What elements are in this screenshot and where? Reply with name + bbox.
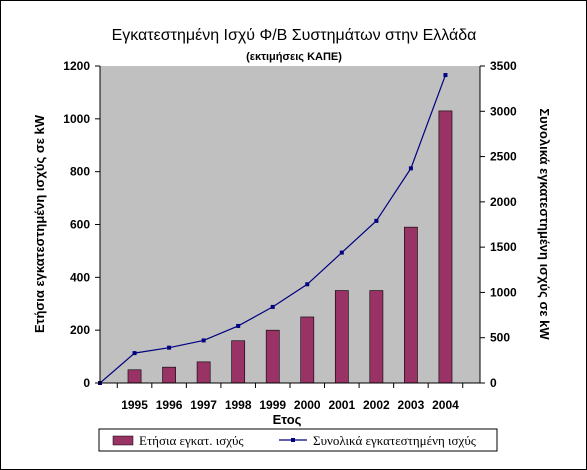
- bar-1995: [127, 369, 142, 384]
- right-tick-label: 500: [490, 331, 510, 345]
- line-point-1995: [132, 351, 137, 356]
- x-tick-label: 1997: [190, 398, 217, 412]
- bar-2002: [369, 290, 384, 384]
- right-tick-label: 3000: [490, 104, 517, 118]
- x-tick-label: 2001: [328, 398, 355, 412]
- left-tick-label: 600: [70, 218, 90, 232]
- left-axis-title: Ετήσια εγκατεστημένη ισχύς σε kW: [32, 114, 47, 333]
- bar-1999: [265, 329, 280, 384]
- x-tick-label: 2004: [432, 398, 459, 412]
- right-tick-label: 2500: [490, 150, 517, 164]
- x-tick-label: 1996: [156, 398, 183, 412]
- bar-series: [127, 110, 453, 384]
- axes: [95, 65, 485, 388]
- legend-swatch-bars: [112, 435, 134, 446]
- left-tick-label: 200: [70, 323, 90, 337]
- x-tick-label: 2002: [363, 398, 390, 412]
- bar-1997: [196, 361, 211, 384]
- line-point-2002: [374, 218, 379, 223]
- left-tick-label: 800: [70, 165, 90, 179]
- x-tick-label: 2000: [294, 398, 321, 412]
- x-axis-title: Ετος: [273, 412, 302, 427]
- legend-marker-line: [291, 438, 295, 442]
- x-tick-label: 1995: [121, 398, 148, 412]
- legend-label-line: Συνολικά εγκατεστημένη ισχύς: [313, 433, 477, 448]
- line-point-2003: [408, 166, 413, 171]
- line-point-2004: [443, 73, 448, 78]
- x-tick-label: 1998: [225, 398, 252, 412]
- bar-2004: [438, 110, 453, 384]
- left-tick-label: 0: [83, 376, 90, 390]
- x-tick-label: 2003: [398, 398, 425, 412]
- bar-1998: [231, 340, 246, 384]
- left-tick-label: 1200: [63, 59, 90, 73]
- right-tick-label: 0: [490, 376, 497, 390]
- chart-subtitle: (εκτιμήσεις ΚΑΠΕ): [246, 51, 342, 63]
- bar-1996: [162, 366, 176, 384]
- legend-label-bars: Ετήσια εγκατ. ισχύς: [139, 433, 244, 448]
- left-tick-label: 400: [70, 270, 90, 284]
- plot-area: [100, 66, 480, 383]
- x-tick-label: 1999: [259, 398, 286, 412]
- bar-2003: [404, 226, 418, 384]
- bar-2000: [300, 316, 315, 384]
- line-point-2001: [339, 250, 344, 255]
- right-tick-label: 1500: [490, 240, 517, 254]
- left-tick-label: 1000: [63, 112, 90, 126]
- line-series: [98, 73, 448, 385]
- right-tick-label: 1000: [490, 285, 517, 299]
- tick-labels: 0 200 400 600 800 1000 1200 0 500 1000 1500 2000 250…: [63, 59, 517, 412]
- chart-title: Εγκατεστημένη Ισχύ Φ/Β Συστημάτων στην Ε…: [112, 27, 477, 44]
- right-tick-label: 3500: [490, 59, 517, 73]
- line-point-1999: [270, 304, 275, 309]
- line-point-2000: [305, 282, 310, 287]
- line-point-1998: [236, 323, 241, 328]
- legend: Ετήσια εγκατ. ισχύς Συνολικά εγκατεστημέ…: [98, 428, 498, 452]
- line-point-1996: [167, 345, 172, 350]
- right-tick-label: 2000: [490, 195, 517, 209]
- bar-2001: [334, 290, 349, 384]
- line-point-1997: [201, 338, 206, 343]
- right-axis-title: Συνολικά εγκατεστημένη ισχύς σε kW: [537, 108, 552, 340]
